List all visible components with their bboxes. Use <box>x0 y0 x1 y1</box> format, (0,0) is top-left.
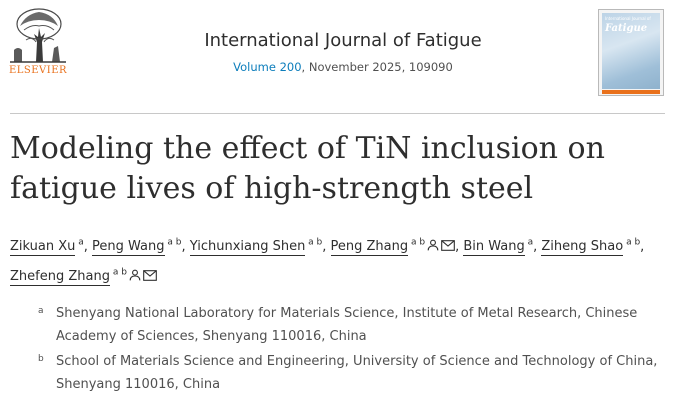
journal-cover-image[interactable]: International Journal of Fatigue <box>598 9 664 96</box>
author-item[interactable]: Peng Zhang a b <box>330 238 456 257</box>
header-divider <box>10 113 665 114</box>
affiliation-text: Shenyang National Laboratory for Materia… <box>56 306 638 344</box>
author-item[interactable]: Yichunxiang Shen a b <box>189 238 323 257</box>
author-item[interactable]: Zhefeng Zhang a b <box>10 267 157 286</box>
person-icon[interactable] <box>129 265 141 290</box>
author-separator: , <box>533 239 542 255</box>
envelope-icon[interactable] <box>143 265 157 290</box>
author-list: Zikuan Xu a, Peng Wang a b, Yichunxiang … <box>10 231 660 290</box>
author-affiliation-marker: a b <box>623 238 641 248</box>
elsevier-logo[interactable]: ELSEVIER <box>6 6 70 76</box>
envelope-icon[interactable] <box>441 235 455 260</box>
author-affiliation-marker: a <box>524 238 534 248</box>
author-name[interactable]: Peng Wang <box>92 239 165 257</box>
author-separator: , <box>640 239 645 255</box>
author-affiliation-marker: a b <box>305 238 323 248</box>
person-icon[interactable] <box>427 235 439 260</box>
issue-details: , November 2025, 109090 <box>301 60 453 74</box>
journal-info: International Journal of Fatigue Volume … <box>130 30 556 74</box>
author-item[interactable]: Peng Wang a b <box>92 238 182 257</box>
author-affiliation-marker: a b <box>164 238 182 248</box>
author-name[interactable]: Zhefeng Zhang <box>10 268 110 286</box>
cover-subtitle: International Journal of <box>605 16 651 21</box>
article-title: Modeling the effect of TiN inclusion on … <box>10 131 605 206</box>
author-item[interactable]: Bin Wang a <box>463 238 534 257</box>
author-affiliation-marker: a b <box>109 267 127 278</box>
affiliation-label: a <box>38 306 44 316</box>
author-separator: , <box>83 239 93 255</box>
author-separator: , <box>455 239 464 255</box>
article-header: ELSEVIER International Journal of Fatigu… <box>0 0 674 110</box>
journal-title[interactable]: International Journal of Fatigue <box>204 30 482 51</box>
author-separator: , <box>181 239 190 255</box>
affiliation-list: a Shenyang National Laboratory for Materi… <box>38 302 668 398</box>
author-item[interactable]: Ziheng Shao a b <box>541 238 641 257</box>
author-name[interactable]: Ziheng Shao <box>541 239 624 257</box>
author-separator: , <box>322 239 331 255</box>
issue-line: Volume 200, November 2025, 109090 <box>130 60 556 74</box>
affiliation-item: a Shenyang National Laboratory for Materi… <box>38 302 668 348</box>
author-name[interactable]: Bin Wang <box>463 239 525 257</box>
affiliation-item: b School of Materials Science and Enginee… <box>38 350 668 396</box>
elsevier-wordmark: ELSEVIER <box>8 65 68 76</box>
affiliation-text: School of Materials Science and Engineer… <box>56 354 658 392</box>
affiliation-label: b <box>38 354 44 364</box>
author-name[interactable]: Yichunxiang Shen <box>189 239 306 257</box>
cover-title: Fatigue <box>605 23 648 34</box>
author-affiliation-marker: a <box>75 238 84 248</box>
author-name[interactable]: Peng Zhang <box>330 239 409 257</box>
author-affiliation-marker: a b <box>408 238 426 248</box>
author-name[interactable]: Zikuan Xu <box>10 239 76 257</box>
volume-link[interactable]: Volume 200 <box>233 60 302 74</box>
cover-artwork <box>602 13 660 89</box>
elsevier-tree-icon <box>6 6 70 64</box>
cover-orange-strip <box>602 90 660 94</box>
author-item[interactable]: Zikuan Xu a <box>10 238 84 257</box>
